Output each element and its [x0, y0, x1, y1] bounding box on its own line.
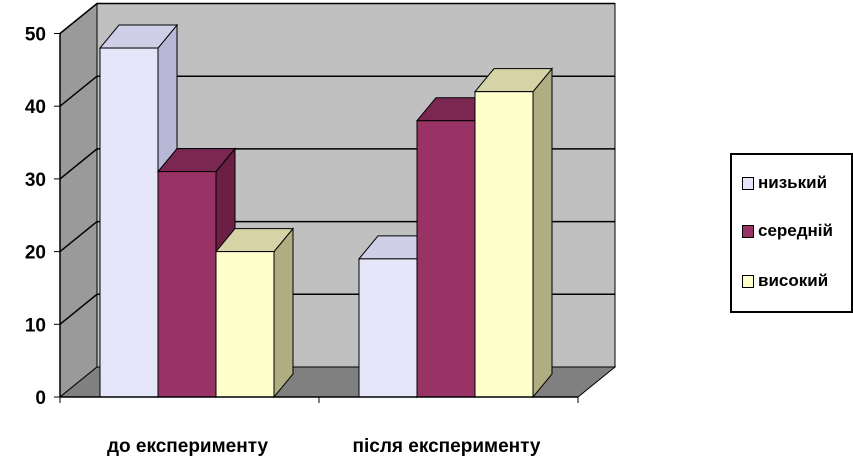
y-tick-label: 10 — [25, 315, 46, 336]
legend-swatch-low — [742, 176, 754, 190]
y-tick-label: 40 — [25, 97, 46, 118]
bar — [473, 67, 554, 399]
bar-side — [273, 227, 294, 399]
legend-item-high: високий — [742, 271, 828, 291]
y-tick-label: 0 — [35, 388, 46, 409]
bar-front — [416, 120, 476, 398]
bar-front — [215, 251, 275, 398]
legend-swatch-medium — [742, 224, 754, 238]
gridline — [59, 75, 615, 107]
x-category-label: до експерименту — [107, 436, 269, 457]
x-category-label: після експерименту — [353, 436, 541, 457]
x-axis: до експерименту після експерименту — [59, 396, 579, 457]
y-axis: 0 10 20 30 40 50 — [25, 25, 61, 409]
bar — [214, 227, 295, 399]
bar — [156, 147, 237, 399]
legend-item-medium: середній — [742, 221, 833, 241]
bar-front — [99, 47, 159, 398]
legend: низький середній високий — [730, 153, 853, 313]
legend-label-medium: середній — [758, 221, 833, 240]
legend-swatch-high — [742, 274, 754, 288]
legend-label-low: низький — [758, 173, 828, 192]
y-tick-label: 30 — [25, 170, 46, 191]
bars — [98, 23, 554, 399]
bar-front — [157, 171, 217, 398]
legend-label-high: високий — [758, 271, 829, 290]
bar-front — [474, 91, 534, 398]
y-tick-label: 20 — [25, 243, 46, 264]
legend-item-low: низький — [742, 173, 827, 193]
y-tick-label: 50 — [25, 25, 46, 46]
bar-front — [358, 258, 418, 398]
bar-side — [532, 67, 553, 399]
side-wall — [59, 2, 98, 399]
gridline — [59, 2, 615, 35]
